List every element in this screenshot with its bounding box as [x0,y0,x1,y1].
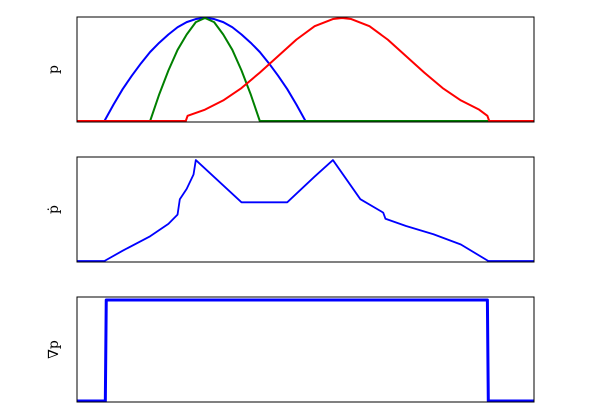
series-line-1-3 [77,17,534,122]
y-axis-label-3: ∇p [46,340,62,359]
series-line-3-1 [77,298,534,403]
chart-panels: p ṗ ∇p [46,16,535,403]
axes-frame-1 [76,16,535,123]
axes-frame-3 [76,296,535,403]
series-line-1-2 [77,17,534,122]
axes-frame-2 [76,156,535,263]
y-axis-label-1: p [46,65,62,74]
y-axis-label-2: ṗ [46,205,62,214]
panel-3: ∇p [46,296,535,403]
panel-1: p [46,16,535,123]
series-line-2-1 [77,159,534,262]
panel-2: ṗ [46,156,535,263]
